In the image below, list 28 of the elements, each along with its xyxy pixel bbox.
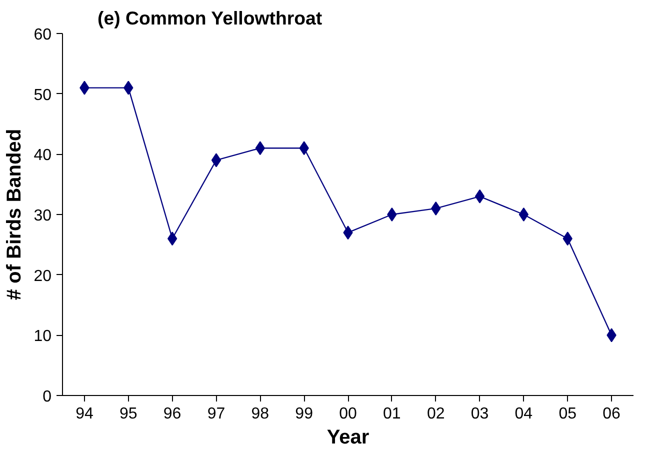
y-tick-label: 30 <box>34 208 52 224</box>
x-tick-label: 98 <box>251 406 270 422</box>
x-tick-label: 99 <box>295 406 314 422</box>
point <box>387 208 397 222</box>
point <box>211 153 222 168</box>
point <box>518 208 529 222</box>
x-tick-label: 02 <box>426 406 445 422</box>
x-tick-label: 96 <box>163 406 182 422</box>
point <box>474 189 485 204</box>
point <box>167 232 178 246</box>
chart-title: (e) Common Yellowthroat <box>98 8 322 28</box>
y-tick-label: 20 <box>34 268 52 285</box>
y-tick-label: 10 <box>34 328 52 346</box>
x-axis-title: Year <box>326 426 370 448</box>
y-tick-label: 50 <box>34 86 52 104</box>
x-tick-label: 05 <box>558 406 577 422</box>
x-tick-label: 94 <box>76 406 94 422</box>
y-axis-title: # of Birds Banded <box>4 128 26 300</box>
x-tick-label: 97 <box>207 406 226 422</box>
y-tick-label: 0 <box>42 388 52 406</box>
x-tick-label: 95 <box>119 406 138 422</box>
x-tick-label: 06 <box>602 406 621 422</box>
y-tick-label: 60 <box>34 26 52 44</box>
x-tick-label: 03 <box>470 406 489 422</box>
x-tick-label: 01 <box>383 406 401 422</box>
y-tick-label: 40 <box>34 147 52 164</box>
x-tick-label: 00 <box>339 406 357 422</box>
x-tick-label: 04 <box>514 406 533 422</box>
